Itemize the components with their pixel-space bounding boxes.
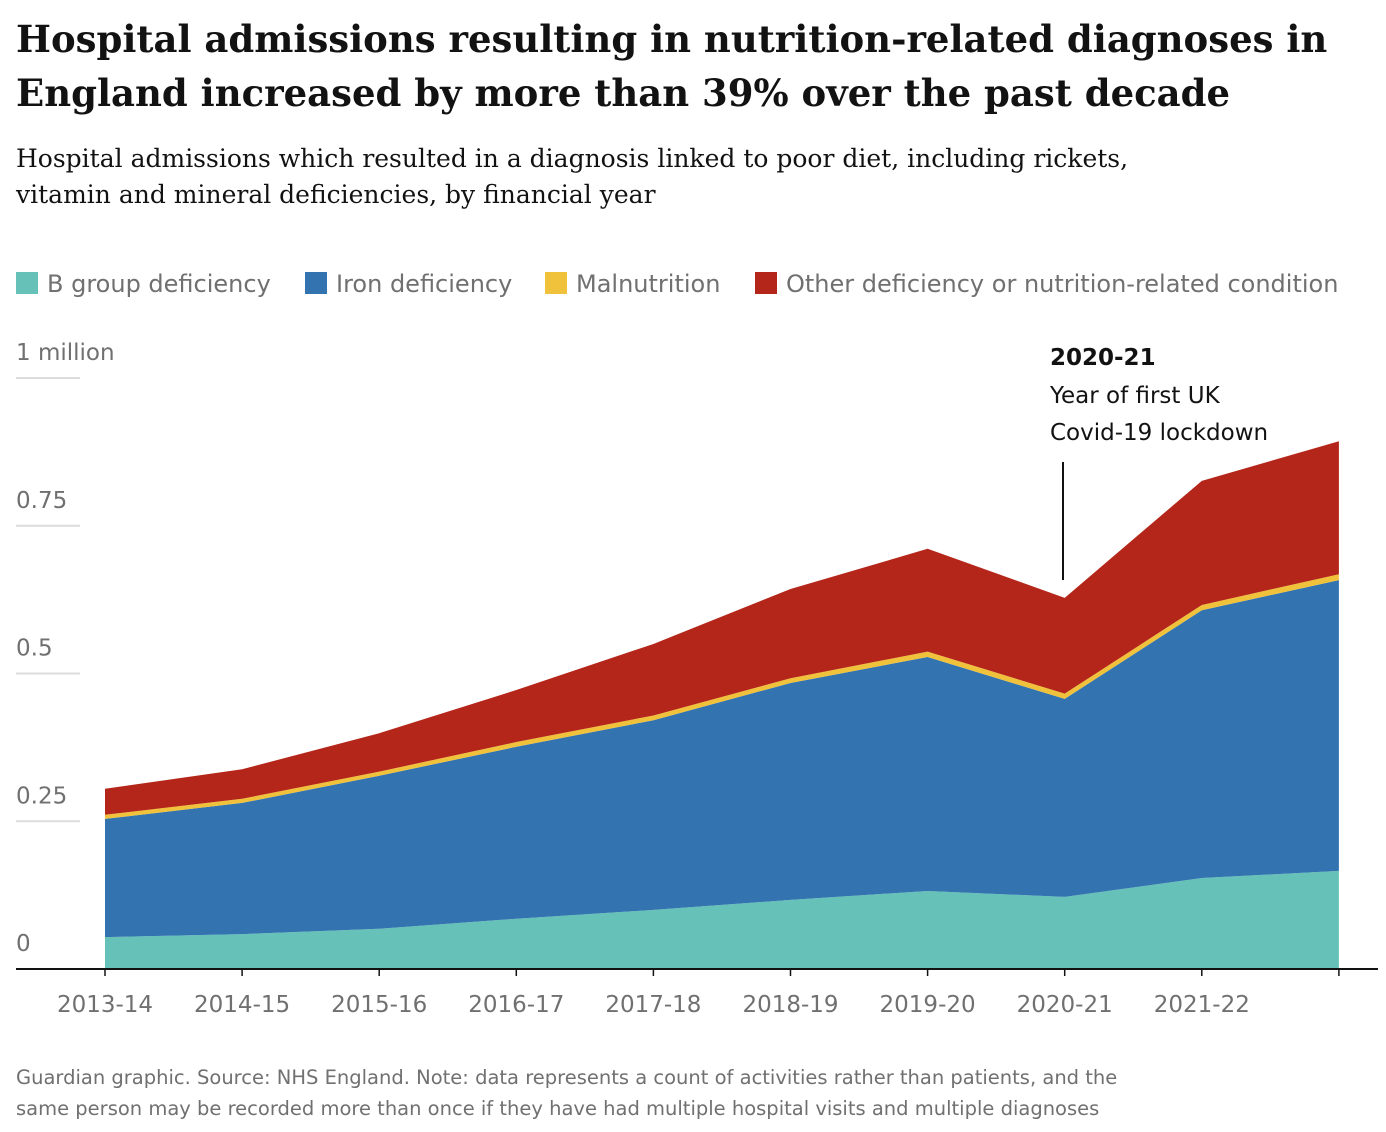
x-tick-label: 2015-16 [331,992,427,1018]
legend-swatch [305,272,327,294]
legend-swatch [755,272,777,294]
area [105,580,1339,938]
y-tick-label: 0.25 [16,783,67,809]
x-tick-label: 2021-22 [1154,992,1250,1018]
area [105,441,1339,815]
legend-label: Iron deficiency [336,270,512,298]
x-tick-label: 2018-19 [742,992,838,1018]
y-tick-label: 0.75 [16,488,67,514]
area [105,870,1339,969]
chart-subtitle: vitamin and mineral deficiencies, by fin… [15,180,656,209]
chart-title: England increased by more than 39% over … [16,71,1230,115]
x-tick-label: 2019-20 [880,992,976,1018]
legend-swatch [545,272,567,294]
annotation-text: Covid-19 lockdown [1050,420,1268,446]
x-tick-label: 2017-18 [605,992,701,1018]
x-tick-label: 2016-17 [468,992,564,1018]
legend-label: B group deficiency [47,270,271,298]
chart-title: Hospital admissions resulting in nutriti… [16,17,1327,61]
legend-label: Other deficiency or nutrition-related co… [786,270,1338,298]
y-tick-label: 1 million [16,340,115,366]
legend-swatch [16,272,38,294]
footnote: same person may be recorded more than on… [16,1097,1099,1120]
annotation-title: 2020-21 [1050,345,1156,371]
legend-label: Malnutrition [576,270,720,298]
x-tick-label: 2014-15 [194,992,290,1018]
x-tick-label: 2020-21 [1017,992,1113,1018]
footnote: Guardian graphic. Source: NHS England. N… [16,1066,1117,1089]
x-tick-label: 2013-14 [57,992,153,1018]
chart-subtitle: Hospital admissions which resulted in a … [16,144,1128,173]
y-tick-label: 0.5 [16,636,53,662]
annotation-text: Year of first UK [1049,383,1221,409]
y-tick-label: 0 [16,931,31,957]
